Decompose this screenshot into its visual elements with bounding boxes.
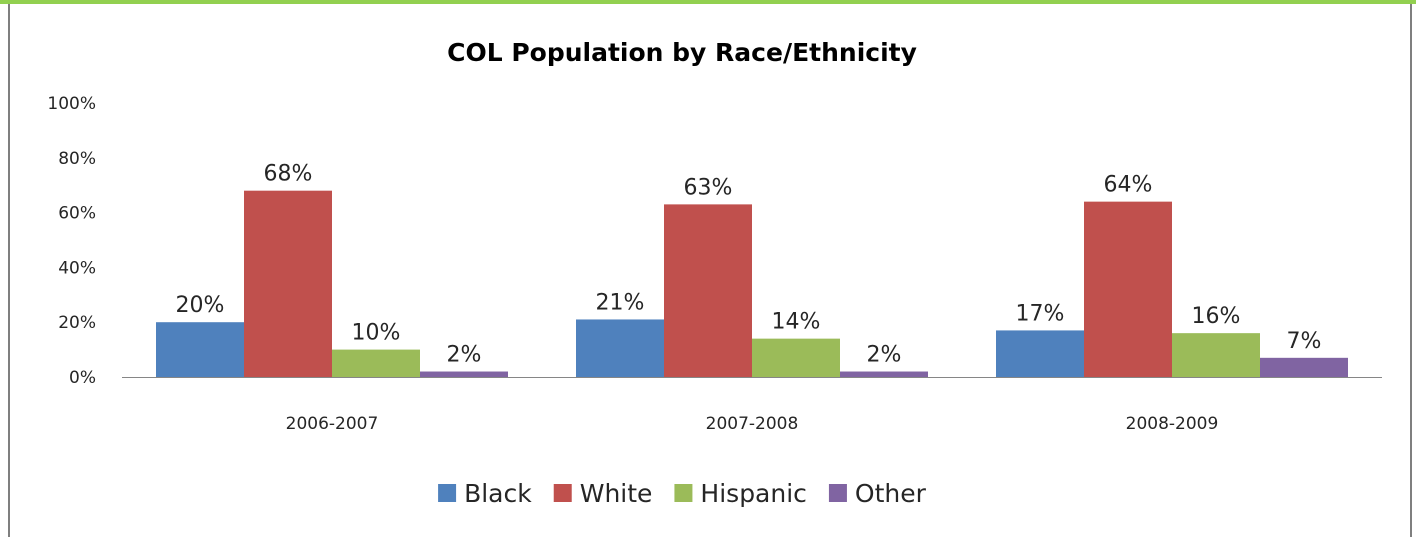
data-label: 7% xyxy=(1287,329,1322,354)
y-tick-label: 0% xyxy=(69,368,96,388)
bar-white xyxy=(664,204,752,377)
bar-white xyxy=(1084,201,1172,377)
data-label: 2% xyxy=(447,343,482,368)
legend-swatch-hispanic xyxy=(674,484,693,502)
bar-white xyxy=(244,190,332,377)
data-label: 21% xyxy=(596,290,645,315)
bar-other xyxy=(1260,357,1348,377)
bar-black xyxy=(996,330,1084,377)
bar-hispanic xyxy=(1172,333,1260,377)
x-tick-label: 2006-2007 xyxy=(286,414,379,434)
bar-other xyxy=(840,371,928,377)
y-tick-label: 20% xyxy=(58,313,96,333)
y-axis: 0% 20% 40% 60% 80% 100% xyxy=(47,94,96,388)
bar-hispanic xyxy=(332,349,420,377)
data-label: 14% xyxy=(772,310,821,335)
data-label: 17% xyxy=(1016,301,1065,326)
legend-swatch-other xyxy=(828,484,847,502)
data-label: 16% xyxy=(1192,304,1241,329)
bar-other xyxy=(420,371,508,377)
y-tick-label: 80% xyxy=(58,149,96,169)
y-tick-label: 60% xyxy=(58,204,96,224)
data-label: 68% xyxy=(264,162,313,187)
data-label: 63% xyxy=(684,175,733,200)
x-tick-label: 2007-2008 xyxy=(706,414,799,434)
legend-label-white: White xyxy=(580,479,653,508)
y-tick-label: 100% xyxy=(47,94,96,114)
data-label: 20% xyxy=(176,293,225,318)
chart-title: COL Population by Race/Ethnicity xyxy=(447,38,917,67)
bar-black xyxy=(156,322,244,377)
bars: 20% 68% 10% 2% 21% 63% 14% 2% 17% 64% 16% 7% xyxy=(156,162,1348,377)
data-label: 2% xyxy=(867,343,902,368)
legend-swatch-black xyxy=(438,484,457,502)
legend: Black White Hispanic Other xyxy=(438,479,927,508)
top-accent-band xyxy=(0,0,1416,4)
legend-label-hispanic: Hispanic xyxy=(700,479,807,508)
data-label: 64% xyxy=(1104,173,1153,198)
bar-hispanic xyxy=(752,338,840,377)
legend-label-black: Black xyxy=(464,479,532,508)
legend-swatch-white xyxy=(553,484,572,502)
bar-black xyxy=(576,319,664,377)
legend-label-other: Other xyxy=(855,479,927,508)
x-axis: 2006-2007 2007-2008 2008-2009 xyxy=(122,377,1382,434)
x-tick-label: 2008-2009 xyxy=(1126,414,1219,434)
data-label: 10% xyxy=(352,321,401,346)
y-tick-label: 40% xyxy=(58,258,96,278)
